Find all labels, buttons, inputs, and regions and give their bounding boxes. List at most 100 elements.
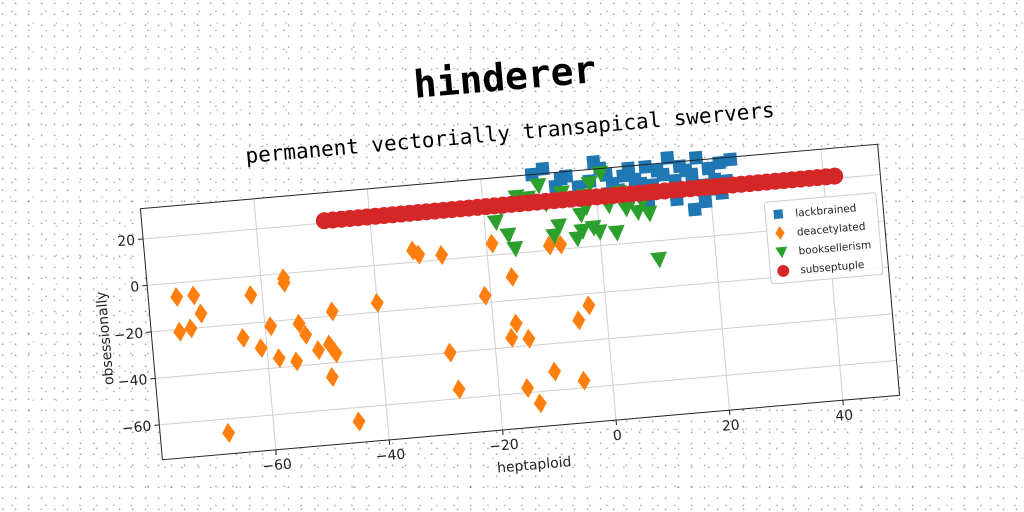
y-tick-label: −60 bbox=[121, 419, 152, 438]
deacetylated-point bbox=[533, 393, 547, 414]
x-gridline bbox=[480, 178, 504, 431]
deacetylated-point bbox=[443, 342, 457, 363]
booksellerism-point bbox=[573, 223, 591, 240]
y-tick-label: −20 bbox=[113, 326, 144, 345]
x-tick-label: −20 bbox=[489, 437, 520, 456]
legend-marker-lackbrained bbox=[773, 209, 784, 220]
booksellerism-point bbox=[529, 177, 547, 195]
plot-area: −60−40−2002040−60−40−20020heptaploidobse… bbox=[94, 143, 901, 477]
lackbrained-point bbox=[559, 169, 574, 184]
x-tick-label: 40 bbox=[835, 407, 854, 424]
deacetylated-point bbox=[277, 272, 291, 293]
deacetylated-point bbox=[548, 361, 562, 382]
deacetylated-point bbox=[572, 310, 586, 331]
deacetylated-point bbox=[299, 324, 313, 345]
deacetylated-point bbox=[292, 313, 306, 334]
deacetylated-point bbox=[505, 327, 519, 348]
booksellerism-point bbox=[499, 227, 517, 245]
booksellerism-point bbox=[640, 205, 658, 223]
deacetylated-point bbox=[325, 301, 339, 322]
deacetylated-point bbox=[435, 245, 449, 265]
deacetylated-point bbox=[509, 313, 523, 334]
titles-group: hinderer permanent vectorially transapic… bbox=[244, 47, 775, 168]
lackbrained-point bbox=[701, 161, 716, 176]
deacetylated-point bbox=[244, 285, 258, 306]
legend-marker-deacetylated bbox=[775, 226, 785, 241]
booksellerism-point bbox=[549, 218, 567, 235]
deacetylated-point bbox=[452, 379, 466, 400]
deacetylated-point bbox=[505, 266, 519, 287]
booksellerism-point bbox=[590, 224, 608, 241]
y-gridline bbox=[155, 313, 893, 379]
booksellerism-point bbox=[545, 228, 563, 245]
booksellerism-point bbox=[580, 175, 598, 193]
deacetylated-point bbox=[264, 316, 278, 337]
deacetylated-point bbox=[478, 285, 492, 306]
deacetylated-point bbox=[187, 285, 201, 306]
deacetylated-point bbox=[184, 318, 198, 339]
series-deacetylated bbox=[170, 233, 596, 443]
lackbrained-point bbox=[660, 150, 675, 165]
x-gridline bbox=[593, 168, 617, 421]
booksellerism-point bbox=[506, 240, 524, 258]
legend-marker-booksellerism bbox=[775, 246, 788, 259]
legend-label-deacetylated: deacetylated bbox=[796, 221, 866, 239]
lackbrained-point bbox=[535, 161, 550, 176]
legend-box bbox=[763, 192, 884, 285]
y-gridline bbox=[151, 266, 889, 333]
deacetylated-point bbox=[370, 292, 384, 313]
x-axis-label: heptaploid bbox=[496, 454, 572, 476]
y-tick-label: 0 bbox=[130, 279, 140, 296]
deacetylated-point bbox=[290, 351, 304, 372]
lackbrained-point bbox=[712, 155, 727, 170]
deacetylated-point bbox=[312, 340, 325, 361]
x-gridline bbox=[366, 188, 390, 440]
x-tick-label: −60 bbox=[262, 457, 293, 476]
lackbrained-point bbox=[638, 159, 653, 174]
legend-marker-subseptuple bbox=[777, 264, 790, 277]
lackbrained-point bbox=[698, 194, 713, 209]
lackbrained-point bbox=[621, 161, 636, 176]
y-tick-label: 20 bbox=[117, 233, 136, 250]
deacetylated-point bbox=[485, 233, 499, 254]
deacetylated-point bbox=[329, 343, 343, 364]
deacetylated-point bbox=[325, 367, 339, 387]
lackbrained-point bbox=[684, 167, 699, 182]
booksellerism-point bbox=[650, 251, 667, 269]
legend: lackbraineddeacetylatedbooksellerismsubs… bbox=[763, 192, 884, 285]
deacetylated-point bbox=[194, 303, 208, 324]
deacetylated-point bbox=[542, 235, 556, 256]
x-gridline bbox=[253, 198, 277, 450]
deacetylated-point bbox=[412, 244, 426, 265]
x-tick-label: 20 bbox=[721, 417, 740, 434]
y-tick-label: −40 bbox=[117, 372, 148, 391]
chart-title: hinderer bbox=[412, 47, 598, 107]
subseptuple-point bbox=[826, 167, 844, 185]
lackbrained-point bbox=[688, 150, 703, 165]
booksellerism-point bbox=[607, 224, 625, 242]
legend-label-subseptuple: subseptuple bbox=[800, 259, 865, 277]
series-subseptuple bbox=[315, 167, 844, 230]
plot-frame bbox=[139, 143, 901, 461]
deacetylated-point bbox=[272, 348, 286, 369]
deacetylated-point bbox=[521, 378, 534, 398]
deacetylated-point bbox=[554, 234, 568, 255]
legend-label-lackbrained: lackbrained bbox=[795, 202, 857, 219]
deacetylated-point bbox=[173, 321, 187, 342]
lackbrained-point bbox=[656, 167, 671, 182]
deacetylated-point bbox=[577, 370, 591, 391]
x-tick-label: 0 bbox=[612, 428, 622, 445]
deacetylated-point bbox=[222, 422, 236, 443]
series-layer bbox=[170, 150, 844, 443]
booksellerism-point bbox=[486, 214, 504, 232]
deacetylated-point bbox=[254, 338, 268, 359]
x-tick-label: −40 bbox=[375, 447, 406, 466]
lackbrained-point bbox=[723, 152, 738, 167]
deacetylated-point bbox=[352, 411, 366, 432]
booksellerism-point bbox=[591, 165, 609, 183]
lackbrained-point bbox=[687, 202, 702, 217]
deacetylated-point bbox=[236, 327, 250, 348]
deacetylated-point bbox=[582, 295, 596, 316]
deacetylated-point bbox=[170, 286, 184, 307]
